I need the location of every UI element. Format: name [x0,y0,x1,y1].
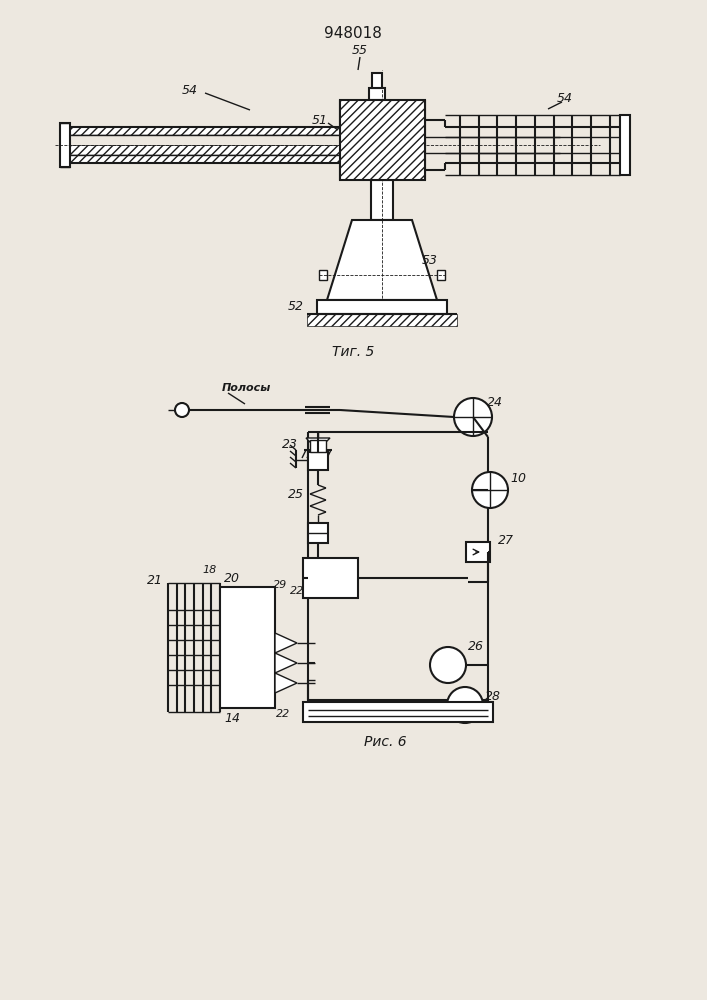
Text: 10: 10 [510,472,526,485]
Circle shape [430,647,466,683]
Circle shape [447,687,483,723]
Bar [340,100,425,180]
Text: 23: 23 [282,438,298,452]
Polygon shape [275,633,297,653]
Text: 25: 25 [288,488,304,502]
Polygon shape [275,673,297,693]
Circle shape [175,403,189,417]
Bar [466,542,490,562]
Text: 27: 27 [498,534,514,546]
Bar [307,314,457,326]
Text: Полосы: Полосы [222,383,271,393]
Text: 22: 22 [276,709,290,719]
Bar [70,127,345,135]
Polygon shape [306,438,330,450]
Text: 18: 18 [203,565,217,575]
Bar [371,180,393,220]
Polygon shape [327,220,437,300]
Bar [437,270,445,280]
Circle shape [472,472,508,508]
Text: 55: 55 [352,43,368,56]
Bar [308,452,328,470]
Bar [372,73,382,88]
Text: 54: 54 [182,84,198,97]
Bar [303,702,493,722]
Text: 14: 14 [224,712,240,724]
Text: 53: 53 [422,253,438,266]
Text: 26: 26 [468,641,484,654]
Text: 51: 51 [312,113,328,126]
Text: 20: 20 [224,572,240,585]
Polygon shape [275,653,297,673]
Bar [317,300,447,314]
Bar [319,270,327,280]
Bar [620,115,630,175]
Text: Τиг. 5: Τиг. 5 [332,345,374,359]
Text: 28: 28 [485,690,501,704]
Text: 948018: 948018 [324,25,382,40]
Bar [303,558,358,598]
Text: 54: 54 [557,93,573,105]
Text: Рис. 6: Рис. 6 [363,735,407,749]
Bar [60,123,70,167]
Text: 24: 24 [487,395,503,408]
Bar [310,440,326,452]
Bar [70,155,345,163]
Bar [220,587,275,708]
Bar [308,523,328,543]
Circle shape [454,398,492,436]
Bar [70,145,365,163]
Text: 22: 22 [290,586,304,596]
Text: 29: 29 [273,580,287,590]
Text: 21: 21 [147,574,163,586]
Bar [369,88,385,100]
Text: 52: 52 [288,300,304,314]
